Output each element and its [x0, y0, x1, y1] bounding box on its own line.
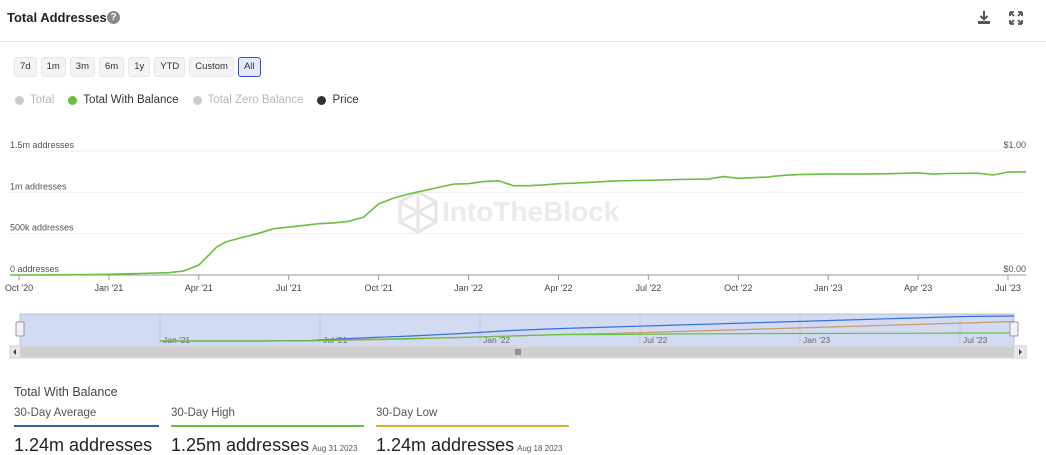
stat-underline	[171, 425, 364, 427]
legend-dot	[317, 95, 327, 105]
stat-value-text: 1.25m addresses	[171, 434, 310, 455]
fullscreen-icon[interactable]	[1008, 10, 1024, 26]
series-line-total-with-balance	[9, 171, 1027, 276]
navigator-tick-label: Jan '22	[483, 335, 510, 345]
download-icon[interactable]	[976, 10, 992, 26]
range-ytd-button[interactable]: YTD	[154, 57, 186, 77]
y-right-tick-label: $1.00	[1003, 140, 1026, 150]
navigator-tick-label: Jan '23	[803, 335, 830, 345]
navigator-tick-label: Jul '23	[963, 335, 988, 345]
stat-underline	[14, 425, 159, 427]
scroll-left-icon[interactable]	[13, 349, 16, 355]
watermark-text: IntoTheBlock	[442, 196, 620, 227]
stat-value-text: 1.24m addresses	[14, 434, 153, 455]
legend-dot	[68, 95, 78, 105]
stat-date: Aug 31 2023	[312, 443, 358, 453]
legend-item-total-zero-balance[interactable]: Total Zero Balance	[192, 94, 304, 106]
y-tick-label: 1.5m addresses	[10, 140, 75, 150]
x-tick-label: Jul '23	[995, 283, 1021, 293]
range-custom-button[interactable]: Custom	[189, 57, 234, 77]
range-7d-button[interactable]: 7d	[14, 57, 37, 77]
range-6m-button[interactable]: 6m	[98, 57, 125, 77]
scroll-right-icon[interactable]	[1019, 349, 1022, 355]
legend-label: Total Zero Balance	[207, 94, 304, 106]
stat-30-day-average: 30-Day Average 1.24m addresses	[14, 407, 159, 455]
chart-legend: Total Total With Balance Total Zero Bala…	[15, 94, 359, 106]
range-selector: 7d 1m 3m 6m 1y YTD Custom All	[14, 57, 261, 77]
stat-value: 1.24m addresses Aug 18 2023	[376, 435, 569, 455]
legend-item-total[interactable]: Total	[15, 94, 54, 106]
range-1y-button[interactable]: 1y	[128, 57, 151, 77]
navigator-tick-label: Jan '21	[163, 335, 190, 345]
x-tick-label: Apr '22	[544, 283, 572, 293]
navigator-series-line	[160, 332, 1014, 342]
stat-30-day-low: 30-Day Low 1.24m addresses Aug 18 2023	[376, 407, 569, 455]
scrollbar-grip-icon	[515, 349, 521, 355]
y-right-tick-label: $0.00	[1003, 264, 1026, 274]
stat-underline	[376, 425, 569, 427]
x-tick-label: Jan '21	[95, 283, 124, 293]
x-tick-label: Oct '21	[365, 283, 393, 293]
panel-header: Total Addresses ?	[0, 0, 1046, 42]
y-tick-label: 0 addresses	[10, 264, 60, 274]
navigator-tick-label: Jul '22	[643, 335, 668, 345]
legend-dot	[192, 95, 202, 105]
legend-label: Total With Balance	[83, 94, 179, 106]
x-tick-label: Jul '22	[636, 283, 662, 293]
range-1m-button[interactable]: 1m	[40, 57, 66, 77]
legend-dot	[15, 95, 24, 105]
y-tick-label: 500k addresses	[10, 223, 74, 233]
legend-label: Price	[332, 94, 359, 106]
scrollbar-thumb[interactable]	[20, 347, 1014, 357]
legend-item-price[interactable]: Price	[317, 94, 359, 106]
legend-item-total-with-balance[interactable]: Total With Balance	[68, 94, 179, 106]
watermark-logo: IntoTheBlock	[398, 190, 620, 234]
range-navigator[interactable]: Jan '21 Jul '21 Jan '22 Jul '22 Jan '23 Jul '…	[0, 305, 1046, 363]
stats-title: Total With Balance	[14, 385, 118, 399]
stat-date: Aug 18 2023	[517, 443, 563, 453]
stat-value-text: 1.24m addresses	[376, 434, 515, 455]
stat-label: 30-Day High	[171, 407, 235, 419]
x-tick-label: Oct '20	[5, 283, 33, 293]
x-tick-label: Jan '23	[814, 283, 843, 293]
x-tick-label: Apr '21	[185, 283, 213, 293]
stat-label: 30-Day Average	[14, 407, 97, 419]
x-tick-label: Jul '21	[276, 283, 302, 293]
stat-label: 30-Day Low	[376, 407, 438, 419]
stat-value: 1.24m addresses	[14, 435, 159, 455]
watermark-icon	[398, 190, 438, 234]
stat-30-day-high: 30-Day High 1.25m addresses Aug 31 2023	[171, 407, 364, 455]
x-tick-label: Apr '23	[904, 283, 932, 293]
range-3m-button[interactable]: 3m	[69, 57, 95, 77]
y-tick-label: 1m addresses	[10, 181, 67, 191]
legend-label: Total	[30, 94, 55, 106]
help-icon[interactable]: ?	[107, 11, 120, 24]
x-tick-label: Jan '22	[454, 283, 483, 293]
range-all-button[interactable]: All	[237, 57, 261, 77]
navigator-left-handle[interactable]	[15, 321, 25, 337]
x-tick-label: Oct '22	[724, 283, 752, 293]
navigator-right-handle[interactable]	[1009, 321, 1019, 337]
page-title: Total Addresses	[7, 10, 107, 25]
main-chart[interactable]: IntoTheBlock 0 addresses 500k addresses 1m …	[0, 130, 1046, 295]
stat-value: 1.25m addresses Aug 31 2023	[171, 435, 364, 455]
